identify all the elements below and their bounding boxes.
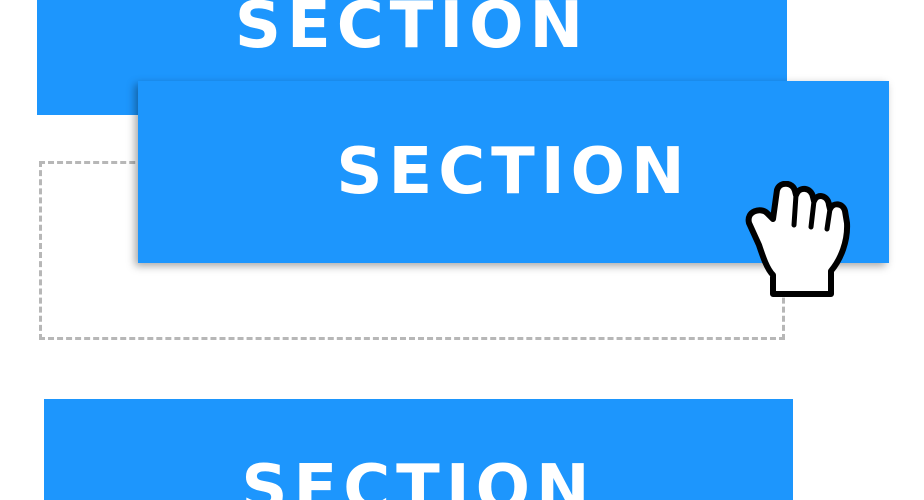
section-label: SECTION: [336, 135, 691, 209]
section-label: SECTION: [234, 0, 590, 63]
section-block-bottom[interactable]: SECTION: [44, 399, 793, 500]
grab-hand-icon: [745, 181, 851, 297]
section-label: SECTION: [241, 452, 596, 500]
